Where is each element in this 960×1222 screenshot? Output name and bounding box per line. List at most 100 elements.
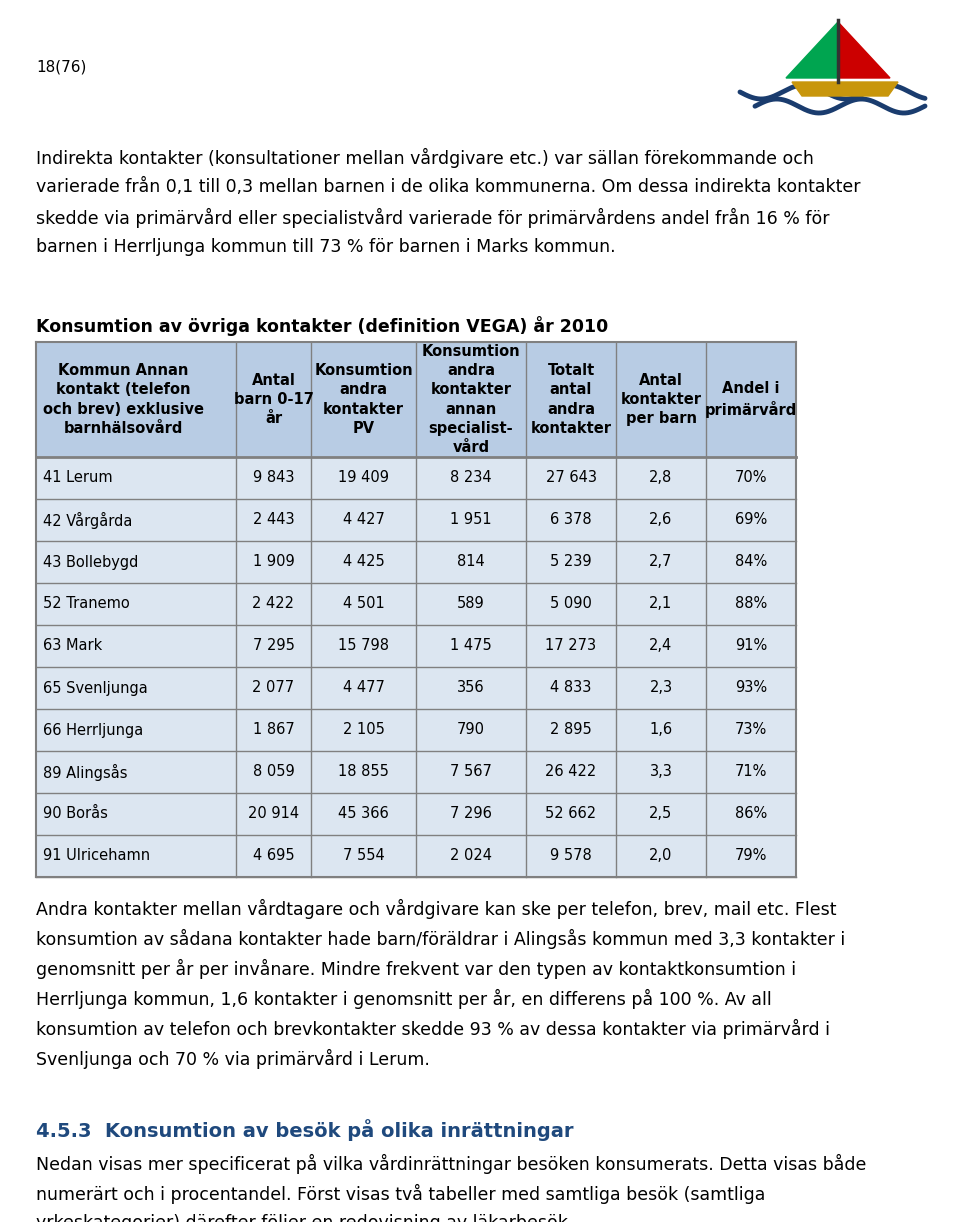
Text: 71%: 71% bbox=[734, 765, 767, 780]
Text: 4 833: 4 833 bbox=[550, 681, 591, 695]
Text: Kommun Annan
kontakt (telefon
och brev) exklusive
barnhälsovård: Kommun Annan kontakt (telefon och brev) … bbox=[43, 363, 204, 436]
Bar bbox=[36, 667, 796, 709]
Text: 93%: 93% bbox=[735, 681, 767, 695]
Text: 4 695: 4 695 bbox=[252, 848, 295, 864]
Text: 1 951: 1 951 bbox=[450, 512, 492, 528]
Text: Indirekta kontakter (konsultationer mellan vårdgivare etc.) var sällan förekomma: Indirekta kontakter (konsultationer mell… bbox=[36, 148, 814, 169]
Text: 5 239: 5 239 bbox=[550, 555, 591, 569]
Text: 73%: 73% bbox=[734, 722, 767, 738]
Text: 91 Ulricehamn: 91 Ulricehamn bbox=[43, 848, 150, 864]
Text: 2,0: 2,0 bbox=[649, 848, 673, 864]
Text: 15 798: 15 798 bbox=[338, 639, 389, 654]
Text: 52 662: 52 662 bbox=[545, 807, 596, 821]
Text: Antal
kontakter
per barn: Antal kontakter per barn bbox=[620, 373, 702, 426]
Text: 7 295: 7 295 bbox=[252, 639, 295, 654]
Text: Nedan visas mer specificerat på vilka vårdinrättningar besöken konsumerats. Dett: Nedan visas mer specificerat på vilka vå… bbox=[36, 1154, 866, 1174]
Text: 4.5.3  Konsumtion av besök på olika inrättningar: 4.5.3 Konsumtion av besök på olika inrät… bbox=[36, 1119, 573, 1141]
Text: Andra kontakter mellan vårdtagare och vårdgivare kan ske per telefon, brev, mail: Andra kontakter mellan vårdtagare och vå… bbox=[36, 899, 836, 919]
Bar bbox=[36, 499, 796, 541]
Text: 19 409: 19 409 bbox=[338, 470, 389, 485]
Text: 8 234: 8 234 bbox=[450, 470, 492, 485]
Text: Andel i
primärvård: Andel i primärvård bbox=[705, 381, 797, 418]
Text: 86%: 86% bbox=[734, 807, 767, 821]
Text: 2 895: 2 895 bbox=[550, 722, 592, 738]
Text: Totalt
antal
andra
kontakter: Totalt antal andra kontakter bbox=[531, 363, 612, 436]
Text: 18 855: 18 855 bbox=[338, 765, 389, 780]
Text: barnen i Herrljunga kommun till 73 % för barnen i Marks kommun.: barnen i Herrljunga kommun till 73 % för… bbox=[36, 238, 615, 255]
Text: 79%: 79% bbox=[734, 848, 767, 864]
Text: 2,3: 2,3 bbox=[649, 681, 673, 695]
Text: 1 867: 1 867 bbox=[252, 722, 295, 738]
Text: 70%: 70% bbox=[734, 470, 767, 485]
Text: numerärt och i procentandel. Först visas två tabeller med samtliga besök (samtli: numerärt och i procentandel. Först visas… bbox=[36, 1184, 765, 1204]
Text: 1 909: 1 909 bbox=[252, 555, 295, 569]
Bar bbox=[36, 583, 796, 624]
Text: skedde via primärvård eller specialistvård varierade för primärvårdens andel frå: skedde via primärvård eller specialistvå… bbox=[36, 208, 829, 229]
Text: 4 427: 4 427 bbox=[343, 512, 384, 528]
Text: 790: 790 bbox=[457, 722, 485, 738]
Text: 26 422: 26 422 bbox=[545, 765, 596, 780]
Text: 8 059: 8 059 bbox=[252, 765, 295, 780]
Text: Svenljunga och 70 % via primärvård i Lerum.: Svenljunga och 70 % via primärvård i Ler… bbox=[36, 1048, 430, 1069]
Text: 43 Bollebygd: 43 Bollebygd bbox=[43, 555, 138, 569]
Polygon shape bbox=[792, 82, 898, 97]
Text: 4 477: 4 477 bbox=[343, 681, 384, 695]
Text: Konsumtion
andra
kontakter
PV: Konsumtion andra kontakter PV bbox=[314, 363, 413, 436]
Text: 45 366: 45 366 bbox=[338, 807, 389, 821]
Text: 41 Lerum: 41 Lerum bbox=[43, 470, 112, 485]
Text: 356: 356 bbox=[457, 681, 485, 695]
Text: 2 105: 2 105 bbox=[343, 722, 384, 738]
Text: Antal
barn 0-17
år: Antal barn 0-17 år bbox=[233, 373, 313, 426]
Text: 2,1: 2,1 bbox=[649, 596, 673, 611]
Text: 2,8: 2,8 bbox=[649, 470, 673, 485]
Text: 52 Tranemo: 52 Tranemo bbox=[43, 596, 130, 611]
Polygon shape bbox=[786, 22, 838, 78]
Bar bbox=[36, 835, 796, 877]
Bar bbox=[36, 624, 796, 667]
Text: 69%: 69% bbox=[734, 512, 767, 528]
Text: 9 843: 9 843 bbox=[252, 470, 295, 485]
Text: yrkeskategorier) därefter följer en redovisning av läkarbesök.: yrkeskategorier) därefter följer en redo… bbox=[36, 1213, 573, 1222]
Text: 1,6: 1,6 bbox=[649, 722, 673, 738]
Text: Konsumtion av övriga kontakter (definition VEGA) år 2010: Konsumtion av övriga kontakter (definiti… bbox=[36, 316, 609, 336]
Text: 88%: 88% bbox=[734, 596, 767, 611]
Text: 814: 814 bbox=[457, 555, 485, 569]
Text: Konsumtion
andra
kontakter
annan
specialist-
vård: Konsumtion andra kontakter annan special… bbox=[421, 345, 520, 455]
Text: 6 378: 6 378 bbox=[550, 512, 591, 528]
Polygon shape bbox=[838, 22, 890, 78]
Text: 2 077: 2 077 bbox=[252, 681, 295, 695]
Text: 4 501: 4 501 bbox=[343, 596, 384, 611]
Text: 7 296: 7 296 bbox=[450, 807, 492, 821]
Text: 42 Vårgårda: 42 Vårgårda bbox=[43, 512, 132, 528]
Text: 2,5: 2,5 bbox=[649, 807, 673, 821]
Text: genomsnitt per år per invånare. Mindre frekvent var den typen av kontaktkonsumti: genomsnitt per år per invånare. Mindre f… bbox=[36, 959, 796, 979]
Text: 2,6: 2,6 bbox=[649, 512, 673, 528]
Text: 18(76): 18(76) bbox=[36, 60, 86, 75]
Bar bbox=[36, 709, 796, 752]
Text: 1 475: 1 475 bbox=[450, 639, 492, 654]
Text: 27 643: 27 643 bbox=[545, 470, 596, 485]
Text: 17 273: 17 273 bbox=[545, 639, 596, 654]
Text: Herrljunga kommun, 1,6 kontakter i genomsnitt per år, en differens på 100 %. Av : Herrljunga kommun, 1,6 kontakter i genom… bbox=[36, 989, 772, 1009]
Text: 2 443: 2 443 bbox=[252, 512, 295, 528]
Text: 9 578: 9 578 bbox=[550, 848, 592, 864]
Text: 89 Alingsås: 89 Alingsås bbox=[43, 764, 128, 781]
Text: 63 Mark: 63 Mark bbox=[43, 639, 103, 654]
Text: 2,4: 2,4 bbox=[649, 639, 673, 654]
Text: 20 914: 20 914 bbox=[248, 807, 300, 821]
Text: 65 Svenljunga: 65 Svenljunga bbox=[43, 681, 148, 695]
Text: 2 024: 2 024 bbox=[450, 848, 492, 864]
Bar bbox=[36, 541, 796, 583]
Bar bbox=[36, 752, 796, 793]
Text: 7 567: 7 567 bbox=[450, 765, 492, 780]
Text: konsumtion av sådana kontakter hade barn/föräldrar i Alingsås kommun med 3,3 kon: konsumtion av sådana kontakter hade barn… bbox=[36, 929, 845, 949]
Text: 90 Borås: 90 Borås bbox=[43, 807, 108, 821]
Text: 3,3: 3,3 bbox=[650, 765, 672, 780]
Text: 84%: 84% bbox=[734, 555, 767, 569]
Bar bbox=[36, 793, 796, 835]
Text: 66 Herrljunga: 66 Herrljunga bbox=[43, 722, 143, 738]
Text: 7 554: 7 554 bbox=[343, 848, 384, 864]
Text: varierade från 0,1 till 0,3 mellan barnen i de olika kommunerna. Om dessa indire: varierade från 0,1 till 0,3 mellan barne… bbox=[36, 178, 860, 196]
Bar bbox=[36, 342, 796, 457]
Text: 4 425: 4 425 bbox=[343, 555, 384, 569]
